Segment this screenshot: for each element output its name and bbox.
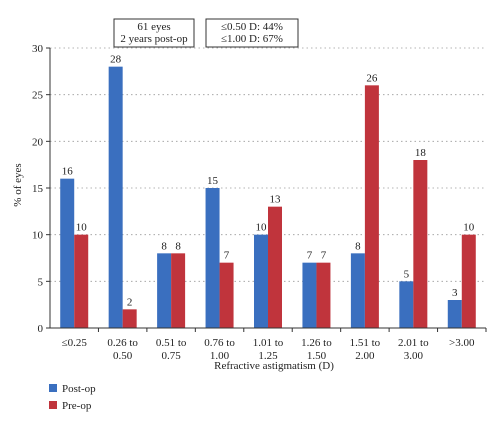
x-category-label-4-1: 1.25 xyxy=(258,350,278,362)
y-tick-label-25: 25 xyxy=(32,90,44,102)
x-category-label-2-0: 0.51 to xyxy=(156,337,187,349)
bar-pre-op-6 xyxy=(364,85,379,328)
x-category-label-1-0: 0.26 to xyxy=(107,337,138,349)
info-box-0 xyxy=(113,18,195,48)
bar-pre-op-5 xyxy=(316,262,331,328)
bar-post-op-5 xyxy=(302,262,317,328)
bar-pre-op-1 xyxy=(122,309,137,328)
bar-label-pre-op-3: 7 xyxy=(224,250,230,262)
bar-label-post-op-2: 8 xyxy=(161,240,167,252)
x-axis-label: Refractive astigmatism (D) xyxy=(214,360,334,372)
legend-label-post-op: Post-op xyxy=(62,383,96,395)
bar-pre-op-4 xyxy=(268,206,282,328)
x-category-label-6-0: 1.51 to xyxy=(350,337,381,349)
x-category-label-7-1: 3.00 xyxy=(404,350,424,362)
bar-label-pre-op-0: 10 xyxy=(76,222,88,234)
bar-label-pre-op-6: 26 xyxy=(366,72,378,84)
y-tick-label-30: 30 xyxy=(32,43,44,55)
bar-label-post-op-5: 7 xyxy=(307,250,313,262)
legend-swatch-post-op xyxy=(49,384,57,392)
bar-post-op-3 xyxy=(205,188,220,328)
bar-label-post-op-6: 8 xyxy=(355,240,361,252)
x-category-label-3-0: 0.76 to xyxy=(204,337,235,349)
y-tick-label-15: 15 xyxy=(32,183,44,195)
x-category-label-7-0: 2.01 to xyxy=(398,337,429,349)
info-box-0-line-0: 61 eyes xyxy=(137,21,170,33)
bar-label-pre-op-8: 10 xyxy=(463,222,475,234)
legend-label-pre-op: Pre-op xyxy=(62,400,92,412)
bar-label-pre-op-7: 18 xyxy=(415,147,427,159)
y-tick-label-20: 20 xyxy=(32,136,44,148)
bar-label-post-op-7: 5 xyxy=(404,268,410,280)
bar-label-pre-op-1: 2 xyxy=(127,296,133,308)
bar-label-post-op-8: 3 xyxy=(452,287,458,299)
y-tick-label-10: 10 xyxy=(32,230,44,242)
x-category-label-6-1: 2.00 xyxy=(355,350,375,362)
bar-label-pre-op-5: 7 xyxy=(321,250,327,262)
y-tick-label-0: 0 xyxy=(38,323,44,335)
bar-post-op-7 xyxy=(399,281,414,328)
bar-pre-op-0 xyxy=(74,234,89,328)
info-box-0-line-1: 2 years post-op xyxy=(120,33,188,45)
x-category-label-2-1: 0.75 xyxy=(161,350,181,362)
bar-label-post-op-4: 10 xyxy=(256,222,268,234)
x-category-labels: ≤0.25 0.26 to0.50 0.51 to0.75 0.76 to1.00 1.… xyxy=(62,328,487,362)
bar-label-pre-op-2: 8 xyxy=(175,240,181,252)
info-box-1 xyxy=(205,18,299,48)
bar-pre-op-3 xyxy=(219,262,234,328)
bar-post-op-0 xyxy=(60,178,75,328)
legend-swatch-pre-op xyxy=(49,401,57,409)
bar-post-op-2 xyxy=(157,253,172,328)
info-box-1-line-1: ≤1.00 D: 67% xyxy=(221,33,283,45)
bar-post-op-6 xyxy=(350,253,365,328)
bar-label-post-op-0: 16 xyxy=(62,166,74,178)
y-tick-label-5: 5 xyxy=(38,276,44,288)
x-category-label-5-1: 1.50 xyxy=(307,350,327,362)
bar-post-op-1 xyxy=(108,66,123,329)
bar-post-op-8 xyxy=(447,300,462,328)
y-tick-labels: 0 5 10 15 20 25 30 xyxy=(32,43,50,335)
bars xyxy=(60,66,476,329)
x-category-label-3-1: 1.00 xyxy=(210,350,230,362)
x-category-label-0-0: ≤0.25 xyxy=(62,337,88,349)
bar-pre-op-8 xyxy=(461,234,476,328)
bar-label-post-op-1: 28 xyxy=(110,54,122,66)
info-box-1-line-0: ≤0.50 D: 44% xyxy=(221,21,283,33)
y-axis-label: % of eyes xyxy=(12,163,24,206)
x-category-label-4-0: 1.01 to xyxy=(253,337,284,349)
bar-label-post-op-3: 15 xyxy=(207,175,219,187)
legend: Post-op Pre-op xyxy=(49,383,96,412)
x-category-label-5-0: 1.26 to xyxy=(301,337,332,349)
x-category-label-8-0: >3.00 xyxy=(449,337,475,349)
bar-pre-op-7 xyxy=(413,160,428,328)
bar-pre-op-2 xyxy=(171,253,186,328)
bar-label-pre-op-4: 13 xyxy=(270,194,282,206)
x-category-label-1-1: 0.50 xyxy=(113,350,133,362)
bar-post-op-4 xyxy=(254,234,268,328)
